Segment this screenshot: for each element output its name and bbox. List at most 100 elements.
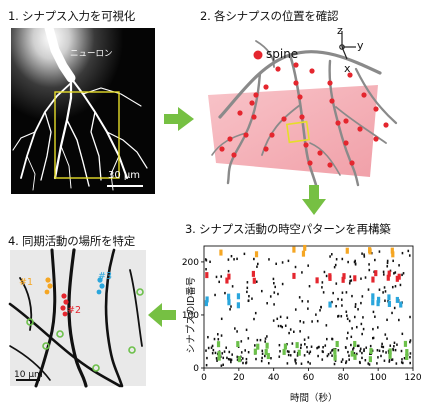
raster-mark-367 [394, 348, 397, 352]
raster-mark-380 [219, 249, 223, 256]
raster-mark-174 [256, 338, 259, 342]
raster-mark-289 [295, 362, 297, 365]
spine-dot-27 [317, 150, 323, 156]
raster-mark-191 [401, 332, 404, 336]
raster-mark-117 [236, 257, 238, 261]
raster-mark-443 [369, 348, 373, 355]
raster-mark-202 [363, 253, 365, 256]
raster-mark-197 [224, 291, 226, 295]
spine-dot-20 [383, 122, 389, 128]
raster-mark-147 [335, 282, 338, 285]
raster-mark-133 [307, 307, 309, 310]
spine-dot-32 [347, 72, 353, 78]
x-tick-label: 20 [233, 373, 245, 383]
raster-mark-58 [229, 308, 231, 311]
raster-mark-297 [365, 346, 368, 349]
raster-mark-215 [362, 327, 365, 331]
raster-mark-241 [247, 299, 250, 303]
raster-mark-413 [236, 302, 240, 309]
raster-mark-248 [331, 300, 333, 304]
roi-box [54, 91, 120, 179]
axis-x-label: x [344, 62, 351, 75]
raster-mark-67 [348, 282, 351, 285]
raster-mark-278 [364, 359, 367, 362]
raster-mark-207 [316, 319, 319, 323]
raster-mark-176 [371, 336, 374, 340]
raster-mark-151 [346, 314, 348, 317]
raster-mark-97 [264, 337, 267, 340]
raster-mark-95 [266, 302, 268, 305]
raster-mark-219 [337, 315, 339, 318]
spine-dot-28 [327, 162, 333, 168]
raster-mark-266 [329, 351, 332, 354]
raster-mark-275 [380, 345, 383, 348]
raster-mark-128 [364, 276, 367, 279]
raster-mark-6 [372, 336, 375, 340]
raster-mark-351 [300, 362, 303, 365]
raster-mark-196 [216, 359, 218, 362]
raster-mark-188 [401, 358, 403, 361]
raster-mark-365 [356, 344, 359, 348]
raster-mark-298 [222, 356, 225, 360]
raster-mark-238 [323, 270, 326, 274]
raster-mark-114 [286, 316, 289, 319]
scale-label-30um: 30 μm [108, 170, 141, 181]
raster-mark-46 [298, 296, 301, 299]
raster-mark-142 [350, 279, 353, 282]
raster-mark-361 [326, 354, 329, 358]
raster-mark-116 [370, 252, 373, 255]
raster-mark-409 [204, 300, 208, 307]
panel-3-title: 3. シナプス活動の時空パターンを再構築 [185, 222, 391, 236]
raster-mark-427 [237, 356, 241, 363]
spine-dot-13 [327, 80, 333, 86]
raster-mark-9 [345, 310, 348, 313]
raster-mark-369 [388, 359, 391, 362]
raster-mark-86 [337, 349, 340, 352]
raster-mark-83 [407, 249, 410, 253]
raster-mark-345 [294, 360, 297, 363]
raster-mark-29 [279, 315, 282, 319]
raster-mark-408 [205, 296, 209, 303]
raster-mark-184 [354, 259, 356, 263]
raster-mark-256 [284, 324, 287, 327]
raster-mark-392 [225, 277, 229, 284]
arrow-right-icon [164, 107, 194, 131]
raster-mark-129 [294, 265, 297, 269]
raster-mark-162 [399, 283, 402, 287]
raster-mark-226 [383, 286, 386, 289]
raster-mark-75 [255, 280, 258, 283]
raster-mark-240 [382, 270, 385, 274]
spine-dot-19 [373, 106, 379, 112]
raster-mark-177 [391, 358, 393, 361]
raster-mark-329 [396, 343, 398, 346]
raster-mark-364 [278, 343, 281, 347]
roi-box-3d [285, 120, 311, 144]
raster-mark-224 [299, 330, 301, 333]
cluster-3-blue [96, 277, 105, 295]
raster-mark-103 [361, 295, 364, 298]
raster-mark-155 [274, 285, 277, 289]
raster-mark-131 [340, 298, 343, 301]
raster-mark-118 [309, 350, 312, 353]
raster-mark-48 [386, 261, 389, 265]
raster-mark-99 [220, 275, 223, 278]
raster-mark-247 [266, 335, 268, 338]
raster-mark-212 [230, 358, 233, 362]
raster-mark-36 [398, 318, 400, 322]
raster-mark-419 [387, 294, 391, 301]
raster-mark-173 [251, 297, 253, 300]
raster-mark-371 [363, 348, 365, 351]
raster-mark-218 [409, 340, 411, 344]
raster-mark-132 [276, 317, 279, 321]
raster-mark-314 [361, 356, 363, 360]
raster-mark-359 [241, 357, 244, 360]
raster-mark-51 [207, 335, 209, 339]
spine-dot-18 [361, 92, 367, 98]
raster-mark-35 [308, 285, 311, 288]
spine-dot-24 [343, 118, 349, 124]
raster-mark-216 [287, 259, 290, 263]
spine-dot-29 [219, 146, 225, 152]
raster-mark-432 [266, 353, 270, 360]
spine-dot-17 [349, 160, 355, 166]
spine-dot-7 [303, 142, 309, 148]
